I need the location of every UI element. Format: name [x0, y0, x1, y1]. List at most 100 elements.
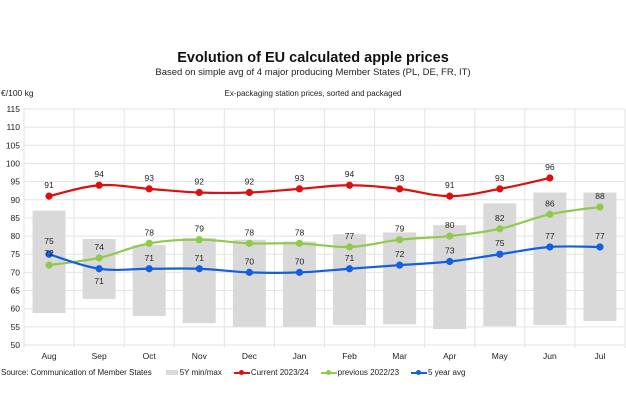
- legend: Source: Communication of Member States 5…: [1, 368, 477, 377]
- data-label-avg5y: 75: [495, 238, 505, 248]
- legend-swatch-avg5y: [411, 369, 428, 375]
- y-tick-label: 75: [11, 249, 21, 259]
- y-axis-ticks: 50 55 60 65 70 75 80 85 90 95 100 105 110 115: [6, 104, 20, 350]
- legend-swatch-previous: [320, 369, 337, 375]
- data-label-avg5y: 73: [445, 245, 455, 255]
- legend-label-previous: previous 2022/23: [337, 368, 400, 377]
- data-point-previous: [345, 243, 354, 251]
- x-tick-label: May: [492, 351, 509, 361]
- x-tick-label: Oct: [143, 351, 157, 361]
- data-label-current: 91: [445, 180, 455, 190]
- y-tick-label: 90: [11, 195, 21, 205]
- data-label-current: 92: [245, 177, 255, 187]
- chart-subtitle: Based on simple avg of 4 major producing…: [155, 67, 471, 78]
- data-point-avg5y: [345, 265, 354, 273]
- y-tick-label: 95: [11, 177, 21, 187]
- data-label-avg5y: 71: [144, 253, 154, 263]
- legend-item-avg5y: 5 year avg: [411, 368, 465, 377]
- y-tick-label: 105: [6, 140, 20, 150]
- y-tick-label: 115: [6, 104, 20, 114]
- legend-item-minmax: 5Y min/max: [165, 368, 222, 377]
- data-label-previous: 86: [545, 198, 555, 208]
- data-label-current: 96: [545, 162, 555, 172]
- data-point-current: [345, 181, 354, 189]
- data-point-current: [45, 192, 53, 200]
- data-label-current: 93: [495, 173, 505, 183]
- data-point-avg5y: [496, 250, 504, 258]
- data-point-current: [446, 192, 454, 200]
- data-point-avg5y: [195, 265, 203, 273]
- x-tick-label: Jun: [543, 351, 557, 361]
- data-point-current: [95, 181, 103, 189]
- legend-label-current: Current 2023/24: [250, 368, 309, 377]
- min-max-bar: [232, 239, 266, 327]
- x-tick-label: Jan: [293, 351, 307, 361]
- data-label-previous: 78: [144, 227, 154, 237]
- data-label-avg5y: 75: [44, 236, 54, 246]
- min-max-bar: [132, 245, 166, 316]
- min-max-bar: [182, 237, 216, 324]
- min-max-bars: [32, 192, 617, 330]
- data-label-previous: 78: [245, 227, 255, 237]
- chart-annotation: Ex-packaging station prices, sorted and …: [224, 89, 402, 98]
- min-max-bar: [433, 225, 467, 330]
- min-max-bar: [583, 192, 617, 322]
- y-tick-label: 80: [11, 231, 21, 241]
- min-max-bar: [483, 203, 517, 327]
- data-label-avg5y: 71: [195, 253, 205, 263]
- data-label-previous: 82: [495, 213, 505, 223]
- legend-label-avg5y: 5 year avg: [428, 368, 466, 377]
- data-label-avg5y: 77: [595, 231, 605, 241]
- data-point-previous: [45, 261, 53, 269]
- data-label-previous: 88: [595, 191, 605, 201]
- data-point-current: [546, 174, 554, 182]
- data-label-previous: 80: [445, 220, 455, 230]
- data-point-previous: [496, 225, 504, 233]
- data-label-previous: 74: [94, 242, 104, 252]
- data-point-current: [145, 185, 153, 193]
- x-tick-label: Apr: [443, 351, 456, 361]
- data-label-current: 94: [345, 169, 355, 179]
- x-tick-label: Feb: [342, 351, 357, 361]
- data-label-previous: 72: [44, 248, 54, 258]
- min-max-bar: [282, 241, 316, 327]
- y-tick-label: 55: [11, 322, 21, 332]
- data-point-previous: [95, 254, 103, 262]
- data-label-previous: 79: [395, 224, 405, 234]
- y-tick-label: 60: [11, 304, 21, 314]
- data-label-avg5y: 70: [245, 256, 255, 266]
- x-tick-label: Nov: [192, 351, 208, 361]
- data-label-previous: 78: [295, 227, 305, 237]
- data-point-current: [396, 185, 404, 193]
- data-point-avg5y: [396, 261, 404, 269]
- x-tick-label: Mar: [392, 351, 407, 361]
- legend-swatch-minmax: [165, 370, 178, 375]
- data-label-current: 91: [44, 180, 54, 190]
- y-tick-label: 65: [11, 286, 21, 296]
- source-note: Source: Communication of Member States: [1, 368, 152, 377]
- data-label-current: 93: [395, 173, 405, 183]
- y-axis-unit-label: €/100 kg: [1, 88, 34, 98]
- data-point-previous: [295, 239, 304, 247]
- data-point-avg5y: [145, 265, 153, 273]
- series-line-avg5y: [48, 245, 600, 274]
- y-tick-label: 50: [11, 340, 21, 350]
- x-tick-label: Jul: [595, 351, 606, 361]
- data-label-avg5y: 72: [395, 249, 405, 259]
- data-point-avg5y: [45, 250, 53, 258]
- data-label-avg5y: 71: [94, 276, 104, 286]
- legend-item-previous: previous 2022/23: [320, 368, 400, 377]
- x-tick-label: Dec: [242, 351, 258, 361]
- data-label-avg5y: 71: [345, 253, 355, 263]
- data-label-previous: 79: [195, 224, 205, 234]
- series-line-previous: [48, 205, 601, 267]
- min-max-bar: [383, 232, 417, 325]
- y-tick-label: 100: [6, 158, 20, 168]
- data-labels: 91 94 93 92 92 93 94 93 91 93 96 72 74 78 79 78 78 77 79 80…: [44, 162, 605, 286]
- data-point-avg5y: [446, 257, 454, 266]
- data-label-avg5y: 77: [545, 231, 555, 241]
- data-label-current: 93: [295, 173, 305, 183]
- data-point-avg5y: [95, 265, 103, 273]
- data-label-current: 94: [94, 169, 104, 179]
- legend-swatch-current: [233, 369, 250, 375]
